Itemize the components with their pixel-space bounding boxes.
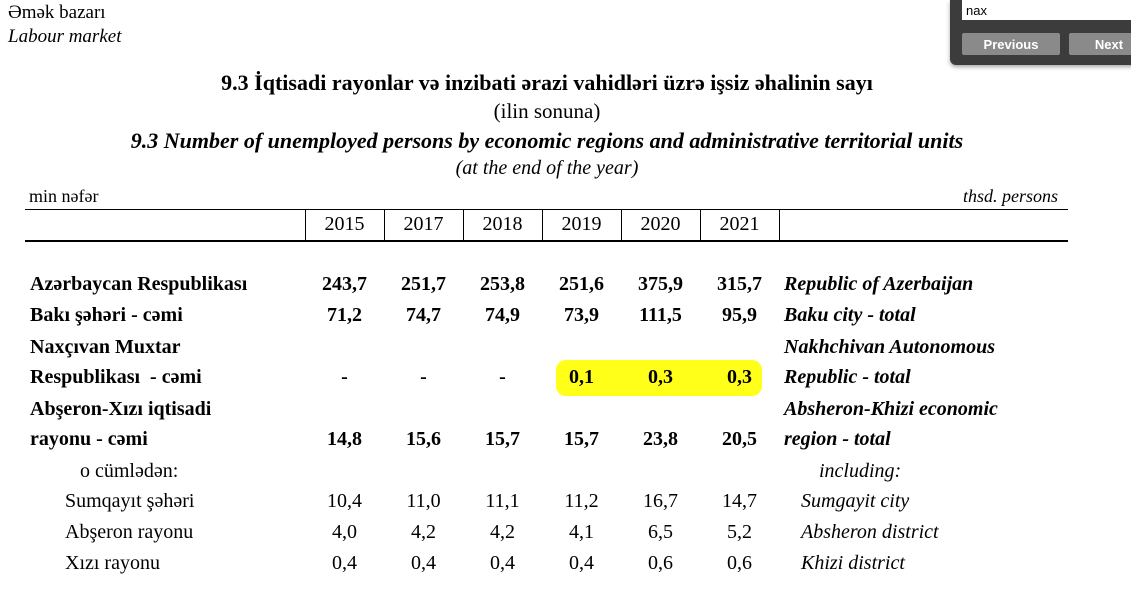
table-cell: 74,9 <box>485 304 520 326</box>
row-label-en: including: <box>819 460 902 482</box>
row-label-az: Abşeron rayonu <box>65 521 194 543</box>
row-label-en: Baku city - total <box>784 304 916 326</box>
table-cell: 4,2 <box>411 521 436 543</box>
table-subtitle-az: (ilin sonuna) <box>493 99 601 123</box>
section-header-az: Əmək bazarı <box>8 2 106 23</box>
table-cell: 0,4 <box>490 552 515 574</box>
table-cell: 251,7 <box>401 273 446 295</box>
column-separator <box>384 210 385 240</box>
table-cell: 11,0 <box>406 490 441 512</box>
row-label-en: Khizi district <box>801 552 905 574</box>
table-cell: 10,4 <box>327 490 362 512</box>
column-separator <box>621 210 622 240</box>
row-label-az: Respublikası - cəmi <box>30 366 202 388</box>
row-label-en: Nakhchivan Autonomous <box>784 336 995 358</box>
find-previous-button[interactable]: Previous <box>962 33 1060 55</box>
table-cell: 0,1 <box>569 366 594 388</box>
table-cell: 95,9 <box>722 304 757 326</box>
table-cell: 0,4 <box>569 552 594 574</box>
table-top-rule <box>25 209 1068 210</box>
row-label-az: rayonu - cəmi <box>30 428 148 450</box>
table-cell: 5,2 <box>727 521 752 543</box>
table-cell: 15,6 <box>406 428 441 450</box>
unit-label-az: min nəfər <box>29 186 99 206</box>
find-next-button[interactable]: Next <box>1069 33 1131 55</box>
table-cell: 11,2 <box>564 490 599 512</box>
row-label-az: Azərbaycan Respublikası <box>30 273 248 295</box>
row-label-az: o cümlədən: <box>80 460 179 482</box>
table-cell: 251,6 <box>559 273 604 295</box>
row-label-az: Abşeron-Xızı iqtisadi <box>30 398 212 420</box>
column-separator <box>463 210 464 240</box>
column-separator <box>305 210 306 240</box>
table-cell: 253,8 <box>480 273 525 295</box>
row-label-az: Bakı şəhəri - cəmi <box>30 304 183 326</box>
table-cell: 111,5 <box>639 304 682 326</box>
table-cell: 15,7 <box>485 428 520 450</box>
table-title-az: 9.3 İqtisadi rayonlar və inzibati ərazi … <box>221 70 873 95</box>
find-input[interactable] <box>962 0 1131 20</box>
year-header: 2020 <box>640 213 681 235</box>
table-header-rule <box>25 240 1068 242</box>
table-cell: - <box>341 366 348 388</box>
table-cell: - <box>420 366 427 388</box>
table-cell: 74,7 <box>406 304 441 326</box>
table-cell: 0,6 <box>727 552 752 574</box>
table-cell: 4,2 <box>490 521 515 543</box>
year-header: 2021 <box>719 213 760 235</box>
row-label-en: Absheron district <box>801 521 939 543</box>
table-cell: 14,7 <box>722 490 757 512</box>
year-header: 2017 <box>403 213 444 235</box>
table-cell: 14,8 <box>327 428 362 450</box>
row-label-az: Sumqayıt şəhəri <box>65 490 195 512</box>
table-cell: 0,4 <box>332 552 357 574</box>
year-header: 2019 <box>561 213 602 235</box>
table-cell: 0,6 <box>648 552 673 574</box>
table-cell: 243,7 <box>322 273 367 295</box>
search-highlight <box>556 360 762 396</box>
year-header: 2015 <box>324 213 365 235</box>
table-cell: 11,1 <box>485 490 520 512</box>
year-header: 2018 <box>482 213 523 235</box>
table-cell: 71,2 <box>327 304 362 326</box>
row-label-az: Naxçıvan Muxtar <box>30 336 181 358</box>
table-cell: 15,7 <box>564 428 599 450</box>
find-bar: Previous Next <box>950 0 1131 65</box>
table-cell: 315,7 <box>717 273 762 295</box>
table-cell: 0,3 <box>727 366 752 388</box>
table-cell: - <box>499 366 506 388</box>
table-cell: 4,1 <box>569 521 594 543</box>
table-cell: 23,8 <box>643 428 678 450</box>
table-subtitle-en: (at the end of the year) <box>455 157 639 179</box>
row-label-en: Sumgayit city <box>801 490 910 512</box>
table-cell: 0,4 <box>411 552 436 574</box>
table-cell: 0,3 <box>648 366 673 388</box>
row-label-en: region - total <box>784 428 891 450</box>
table-cell: 6,5 <box>648 521 673 543</box>
row-label-en: Republic of Azerbaijan <box>784 273 974 295</box>
table-cell: 20,5 <box>722 428 757 450</box>
row-label-en: Absheron-Khizi economic <box>784 398 998 420</box>
column-separator <box>542 210 543 240</box>
unit-label-en: thsd. persons <box>962 186 1058 206</box>
table-cell: 4,0 <box>332 521 357 543</box>
table-cell: 73,9 <box>564 304 599 326</box>
section-header-en: Labour market <box>8 26 122 47</box>
table-cell: 16,7 <box>643 490 678 512</box>
table-title-en: 9.3 Number of unemployed persons by econ… <box>130 128 964 153</box>
column-separator <box>700 210 701 240</box>
row-label-en: Republic - total <box>784 366 911 388</box>
row-label-az: Xızı rayonu <box>65 552 160 574</box>
table-cell: 375,9 <box>638 273 683 295</box>
column-separator <box>779 210 780 240</box>
